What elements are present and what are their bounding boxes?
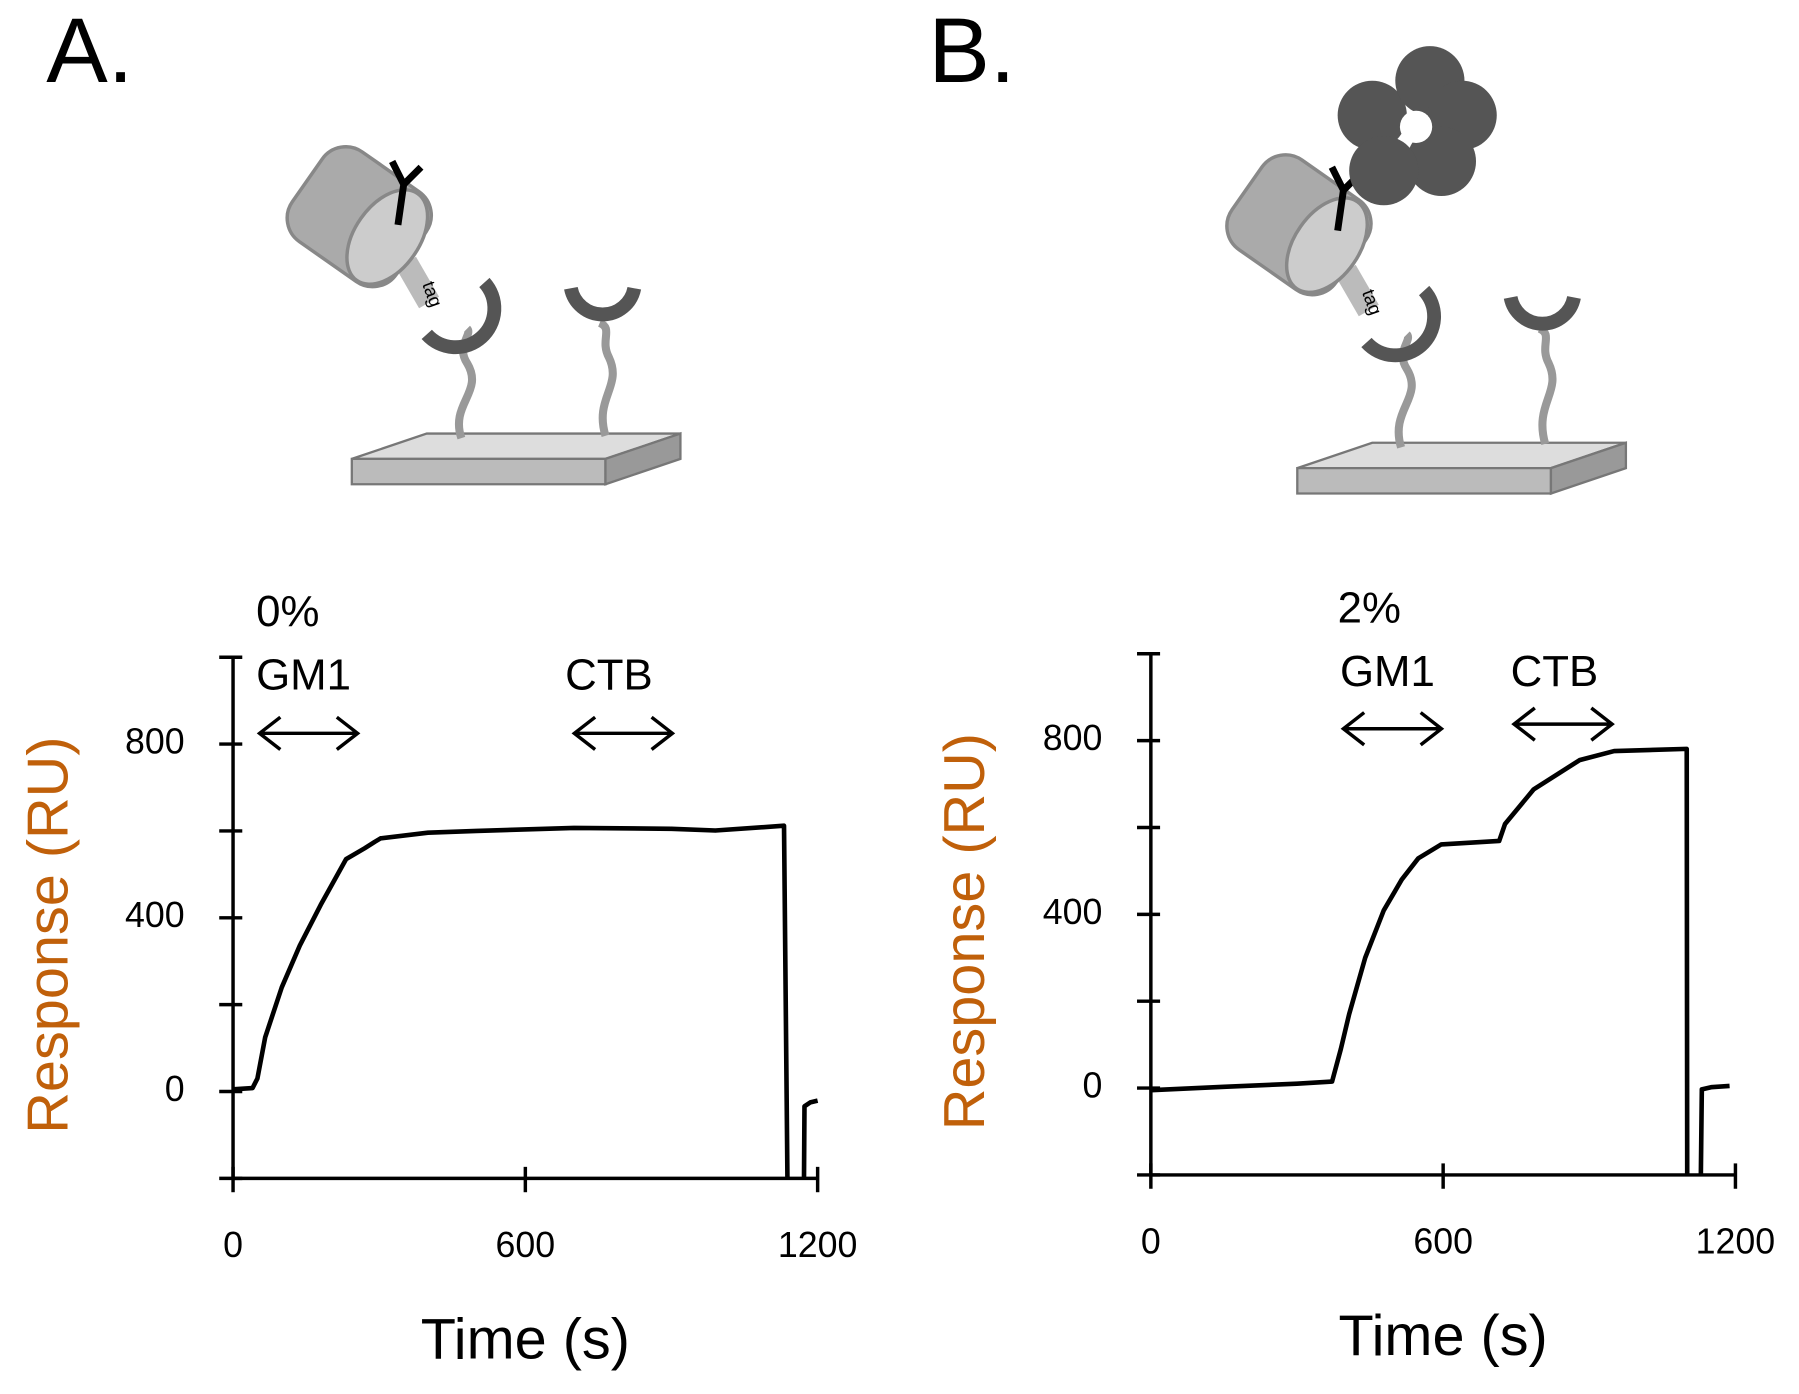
data-line — [232, 823, 819, 1179]
panel-label: A. — [46, 0, 133, 102]
x-tick-label: 1200 — [778, 1225, 858, 1265]
arrow — [256, 715, 361, 751]
x-tick-label: 600 — [1413, 1222, 1473, 1262]
y-tick-label: 0 — [165, 1069, 185, 1109]
annotation: CTB — [565, 651, 653, 700]
arrow — [571, 715, 676, 751]
annotation: 2% — [1338, 584, 1401, 633]
y-tick-label: 800 — [1043, 718, 1103, 758]
data-line — [1150, 746, 1730, 1175]
annotation: 0% — [256, 587, 319, 636]
y-tick-label: 400 — [125, 895, 185, 935]
x-tick-label: 0 — [1141, 1222, 1161, 1262]
x-axis-title: Time (s) — [421, 1308, 630, 1372]
y-tick-label: 0 — [1083, 1066, 1103, 1106]
x-tick-label: 600 — [496, 1225, 556, 1265]
annotation: GM1 — [1340, 647, 1435, 696]
illustration-a: tag — [285, 145, 682, 486]
illustration-b: tag — [1225, 46, 1628, 496]
panel-label: B. — [928, 0, 1015, 102]
y-tick-label: 400 — [1043, 892, 1103, 932]
y-axis-title: Response (RU) — [933, 733, 997, 1130]
arrow — [1340, 711, 1445, 747]
x-tick-label: 0 — [223, 1225, 243, 1265]
y-tick-label: 800 — [125, 722, 185, 762]
annotation: GM1 — [256, 651, 351, 700]
x-tick-label: 1200 — [1696, 1222, 1776, 1262]
annotation: CTB — [1511, 647, 1599, 696]
arrow — [1511, 706, 1615, 742]
y-axis-title: Response (RU) — [16, 736, 80, 1133]
x-axis-title: Time (s) — [1339, 1304, 1548, 1368]
